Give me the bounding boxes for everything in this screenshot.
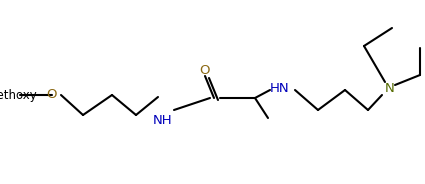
Text: HN: HN: [270, 82, 290, 95]
Text: O: O: [47, 89, 57, 102]
Text: methoxy: methoxy: [0, 89, 38, 102]
Text: N: N: [385, 82, 395, 95]
Text: O: O: [200, 63, 210, 77]
Text: NH: NH: [153, 114, 173, 127]
